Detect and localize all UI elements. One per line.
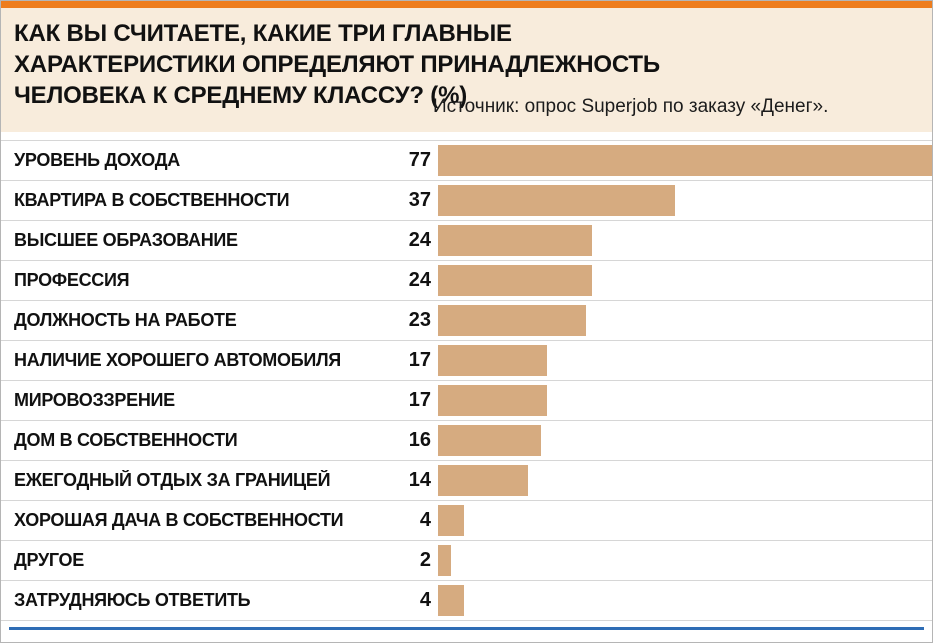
bar (438, 585, 464, 616)
chart-row: ДОМ В СОБСТВЕННОСТИ 16 (1, 421, 932, 461)
chart-row: ВЫСШЕЕ ОБРАЗОВАНИЕ 24 (1, 221, 932, 261)
bar (438, 385, 548, 416)
bar (438, 225, 592, 256)
bar-track (438, 425, 932, 456)
value-label: 4 (419, 509, 431, 531)
chart-row: НАЛИЧИЕ ХОРОШЕГО АВТОМОБИЛЯ 17 (1, 341, 932, 381)
bar-track (438, 305, 932, 336)
value-label: 77 (408, 149, 431, 171)
chart-row: ДОЛЖНОСТЬ НА РАБОТЕ 23 (1, 301, 932, 341)
chart-row: УРОВЕНЬ ДОХОДА 77 (1, 141, 932, 181)
bar-track (438, 505, 932, 536)
chart-row: КВАРТИРА В СОБСТВЕННОСТИ 37 (1, 181, 932, 221)
category-label: ДОМ В СОБСТВЕННОСТИ (14, 430, 238, 450)
category-label: ПРОФЕССИЯ (14, 270, 130, 290)
value-label: 23 (408, 309, 431, 331)
bar (438, 425, 541, 456)
chart-row: ЕЖЕГОДНЫЙ ОТДЫХ ЗА ГРАНИЦЕЙ 14 (1, 461, 932, 501)
value-label: 14 (408, 469, 431, 491)
bar (438, 465, 528, 496)
value-label: 24 (408, 269, 431, 291)
bar-track (438, 545, 932, 576)
bottom-accent-line (9, 627, 924, 630)
category-label: ЕЖЕГОДНЫЙ ОТДЫХ ЗА ГРАНИЦЕЙ (14, 470, 331, 490)
bar (438, 505, 464, 536)
bar (438, 305, 586, 336)
value-label: 24 (408, 229, 431, 251)
bar (438, 345, 548, 376)
chart-row: ДРУГОЕ 2 (1, 541, 932, 581)
bar-track (438, 145, 932, 176)
chart-title: КАК ВЫ СЧИТАЕТЕ, КАКИЕ ТРИ ГЛАВНЫЕ ХАРАК… (14, 20, 660, 109)
value-label: 4 (419, 589, 431, 611)
category-label: УРОВЕНЬ ДОХОДА (14, 150, 180, 170)
bar-track (438, 385, 932, 416)
category-label: ЗАТРУДНЯЮСЬ ОТВЕТИТЬ (14, 590, 251, 610)
value-label: 17 (408, 389, 431, 411)
bar-chart: УРОВЕНЬ ДОХОДА 77 КВАРТИРА В СОБСТВЕННОС… (1, 140, 932, 621)
chart-row: ХОРОШАЯ ДАЧА В СОБСТВЕННОСТИ 4 (1, 501, 932, 541)
top-accent-bar (1, 1, 932, 8)
bar (438, 145, 932, 176)
category-label: ДОЛЖНОСТЬ НА РАБОТЕ (14, 310, 237, 330)
bar-track (438, 185, 932, 216)
bar (438, 185, 676, 216)
bar-track (438, 265, 932, 296)
chart-header: КАК ВЫ СЧИТАЕТЕ, КАКИЕ ТРИ ГЛАВНЫЕ ХАРАК… (1, 8, 932, 132)
chart-row: ЗАТРУДНЯЮСЬ ОТВЕТИТЬ 4 (1, 581, 932, 621)
category-label: ВЫСШЕЕ ОБРАЗОВАНИЕ (14, 230, 238, 250)
chart-row: МИРОВОЗЗРЕНИЕ 17 (1, 381, 932, 421)
category-label: ХОРОШАЯ ДАЧА В СОБСТВЕННОСТИ (14, 510, 344, 530)
bar (438, 265, 592, 296)
category-label: ДРУГОЕ (14, 550, 84, 570)
value-label: 16 (408, 429, 431, 451)
category-label: МИРОВОЗЗРЕНИЕ (14, 390, 175, 410)
chart-row: ПРОФЕССИЯ 24 (1, 261, 932, 301)
bar (438, 545, 451, 576)
bar-track (438, 225, 932, 256)
bar-track (438, 465, 932, 496)
category-label: КВАРТИРА В СОБСТВЕННОСТИ (14, 190, 290, 210)
bar-track (438, 345, 932, 376)
bar-track (438, 585, 932, 616)
category-label: НАЛИЧИЕ ХОРОШЕГО АВТОМОБИЛЯ (14, 350, 341, 370)
value-label: 2 (419, 549, 431, 571)
value-label: 37 (408, 189, 431, 211)
source-note: Источник: опрос Superjob по заказу «Дене… (433, 96, 829, 117)
value-label: 17 (408, 349, 431, 371)
